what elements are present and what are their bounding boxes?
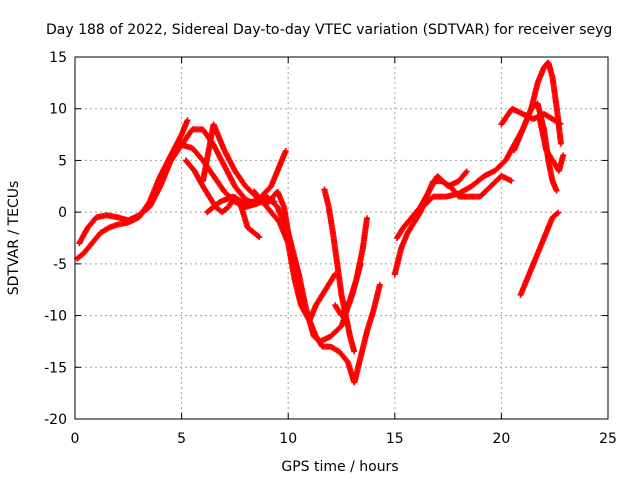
y-tick-label: 5 <box>58 153 67 169</box>
axis-ticks <box>74 56 609 420</box>
series-track-12 <box>408 59 564 221</box>
x-tick-labels: 0 5 10 15 20 25 <box>71 431 617 447</box>
data-point <box>256 234 263 241</box>
data-point <box>184 117 191 124</box>
x-axis-label: GPS time / hours <box>281 459 398 475</box>
y-axis-label: SDTVAR / TECUs <box>6 181 22 296</box>
series-track-9 <box>332 215 370 319</box>
x-tick-label: 0 <box>71 431 80 447</box>
x-tick-label: 10 <box>279 431 297 447</box>
data-point <box>376 281 383 288</box>
x-tick-label: 20 <box>492 431 510 447</box>
y-tick-label: -10 <box>44 309 67 325</box>
data-point <box>351 348 358 355</box>
series-track-15 <box>517 209 562 298</box>
x-tick-label: 5 <box>177 431 186 447</box>
data-point <box>555 209 562 216</box>
y-tick-label: 0 <box>58 205 67 221</box>
data-point <box>557 120 564 127</box>
series-track-16 <box>536 116 567 174</box>
data-point <box>282 147 289 154</box>
series-track-7 <box>251 188 339 324</box>
series-track-8 <box>321 186 358 355</box>
chart-title: Day 188 of 2022, Sidereal Day-to-day VTE… <box>46 22 612 38</box>
data-point <box>463 168 470 175</box>
y-tick-label: 10 <box>49 102 67 118</box>
y-tick-label: -5 <box>53 257 67 273</box>
data-points <box>74 59 567 386</box>
data-point <box>557 140 564 147</box>
x-tick-label: 15 <box>386 431 404 447</box>
data-point <box>560 152 567 159</box>
y-tick-labels: -20 -15 -10 -5 0 5 10 15 <box>44 50 67 428</box>
y-tick-label: -20 <box>44 412 67 428</box>
y-tick-label: -15 <box>44 360 67 376</box>
plot-frame <box>74 56 609 420</box>
y-tick-label: 15 <box>49 50 67 66</box>
data-point <box>508 177 515 184</box>
data-point <box>553 187 560 194</box>
series-track-6 <box>204 147 289 216</box>
x-tick-label: 25 <box>599 431 617 447</box>
data-point <box>363 215 370 222</box>
